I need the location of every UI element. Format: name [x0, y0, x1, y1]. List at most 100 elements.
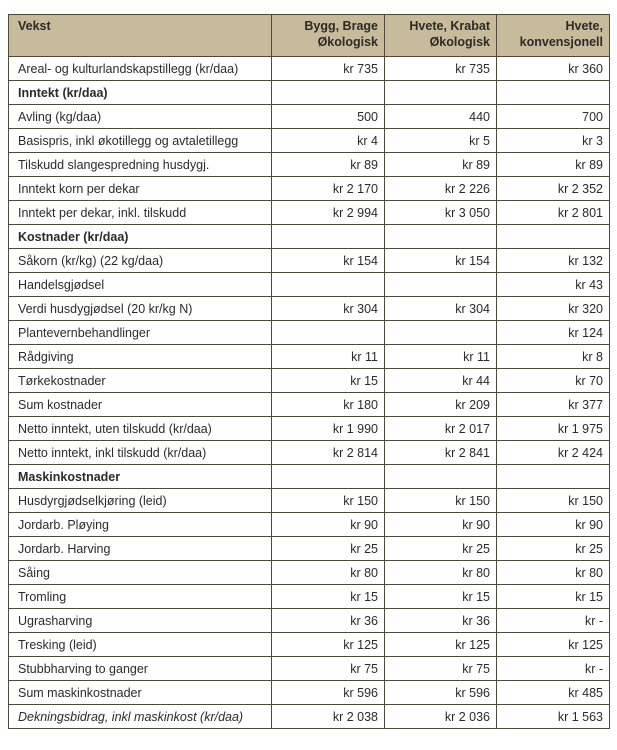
cell-value: kr 2 814 [271, 440, 385, 465]
table-row: Såkorn (kr/kg) (22 kg/daa) kr 154 kr 154 kr… [8, 248, 610, 273]
cell-value [496, 464, 610, 489]
table-row: Stubbharving to ganger kr 75 kr 75 kr - [8, 656, 610, 681]
cell-value: kr 2 994 [271, 200, 385, 225]
cell-value: kr 89 [384, 152, 497, 177]
cell-value: kr 15 [496, 584, 610, 609]
table-row: Verdi husdygjødsel (20 kr/kg N) kr 304 kr … [8, 296, 610, 321]
table-header-row: Vekst Bygg, Brage Økologisk Hvete, Kraba… [8, 14, 610, 57]
cell-value: kr 2 841 [384, 440, 497, 465]
cell-value: kr 2 017 [384, 416, 497, 441]
cell-value [384, 80, 497, 105]
table-row: Ugrasharving kr 36 kr 36 kr - [8, 608, 610, 633]
cell-value [496, 224, 610, 249]
row-label: Rådgiving [8, 344, 272, 369]
cell-value: kr 4 [271, 128, 385, 153]
cell-value [384, 320, 497, 345]
header-hvete-krabat: Hvete, Krabat Økologisk [384, 14, 497, 57]
cell-value: kr 15 [271, 368, 385, 393]
table-row: Sum kostnader kr 180 kr 209 kr 377 [8, 392, 610, 417]
header-hvete-konvensjonell: Hvete, konvensjonell [496, 14, 610, 57]
cell-value [271, 464, 385, 489]
cell-value: kr 89 [496, 152, 610, 177]
cell-value: kr 180 [271, 392, 385, 417]
section-header-row: Kostnader (kr/daa) [8, 224, 610, 249]
row-label: Tresking (leid) [8, 632, 272, 657]
row-label: Netto inntekt, uten tilskudd (kr/daa) [8, 416, 272, 441]
table-row: Tromling kr 15 kr 15 kr 15 [8, 584, 610, 609]
cell-value [384, 272, 497, 297]
table-row: Jordarb. Harving kr 25 kr 25 kr 25 [8, 536, 610, 561]
table-row: Tørkekostnader kr 15 kr 44 kr 70 [8, 368, 610, 393]
row-label: Husdyrgjødselkjøring (leid) [8, 488, 272, 513]
cell-value: kr 1 990 [271, 416, 385, 441]
cell-value: kr 90 [496, 512, 610, 537]
cell-value: kr 15 [384, 584, 497, 609]
row-label: Sum maskinkostnader [8, 680, 272, 705]
row-label: Jordarb. Harving [8, 536, 272, 561]
row-label: Verdi husdygjødsel (20 kr/kg N) [8, 296, 272, 321]
table-row: Inntekt korn per dekar kr 2 170 kr 2 226 kr… [8, 176, 610, 201]
cell-value: kr 2 226 [384, 176, 497, 201]
row-label: Inntekt (kr/daa) [8, 80, 272, 105]
cell-value: kr 2 170 [271, 176, 385, 201]
cell-value: kr 360 [496, 56, 610, 81]
row-label: Avling (kg/daa) [8, 104, 272, 129]
row-label: Areal- og kulturlandskapstillegg (kr/daa… [8, 56, 272, 81]
cell-value [384, 224, 497, 249]
cell-value: kr 2 036 [384, 704, 497, 729]
row-label: Tørkekostnader [8, 368, 272, 393]
cell-value: kr 485 [496, 680, 610, 705]
cell-value: kr 150 [384, 488, 497, 513]
cell-value: kr 90 [271, 512, 385, 537]
table-row: Såing kr 80 kr 80 kr 80 [8, 560, 610, 585]
cell-value: kr 596 [271, 680, 385, 705]
table-row: Husdyrgjødselkjøring (leid) kr 150 kr 150 k… [8, 488, 610, 513]
cell-value: kr 124 [496, 320, 610, 345]
cell-value: kr 2 424 [496, 440, 610, 465]
cell-value: kr - [496, 608, 610, 633]
cell-value: kr 150 [271, 488, 385, 513]
cell-value: kr 132 [496, 248, 610, 273]
cell-value: kr 2 352 [496, 176, 610, 201]
cell-value [271, 80, 385, 105]
row-label: Jordarb. Pløying [8, 512, 272, 537]
table-row: Inntekt per dekar, inkl. tilskudd kr 2 99… [8, 200, 610, 225]
cell-value: 700 [496, 104, 610, 129]
cell-value: kr 2 801 [496, 200, 610, 225]
cell-value: kr 11 [271, 344, 385, 369]
cell-value: kr 154 [384, 248, 497, 273]
cell-value: kr 125 [496, 632, 610, 657]
cell-value [384, 464, 497, 489]
table-row: Basispris, inkl økotillegg og avtaletill… [8, 128, 610, 153]
header-vekst: Vekst [8, 14, 272, 57]
cell-value: kr 89 [271, 152, 385, 177]
row-label: Stubbharving to ganger [8, 656, 272, 681]
cell-value: 440 [384, 104, 497, 129]
table-row: Tresking (leid) kr 125 kr 125 kr 125 [8, 632, 610, 657]
cell-value: kr 8 [496, 344, 610, 369]
row-label: Tilskudd slangespredning husdygj. [8, 152, 272, 177]
cell-value: kr 80 [271, 560, 385, 585]
cell-value: kr 304 [384, 296, 497, 321]
header-bygg-brage: Bygg, Brage Økologisk [271, 14, 385, 57]
row-label: Netto inntekt, inkl tilskudd (kr/daa) [8, 440, 272, 465]
table-row: Tilskudd slangespredning husdygj. kr 89 kr… [8, 152, 610, 177]
cell-value: 500 [271, 104, 385, 129]
cell-value: kr 43 [496, 272, 610, 297]
cell-value: kr 150 [496, 488, 610, 513]
cell-value: kr 15 [271, 584, 385, 609]
table-row: Areal- og kulturlandskapstillegg (kr/daa… [8, 56, 610, 81]
row-label: Såkorn (kr/kg) (22 kg/daa) [8, 248, 272, 273]
cell-value: kr 735 [271, 56, 385, 81]
table-row: Netto inntekt, uten tilskudd (kr/daa) kr … [8, 416, 610, 441]
table-row: Jordarb. Pløying kr 90 kr 90 kr 90 [8, 512, 610, 537]
cell-value: kr 90 [384, 512, 497, 537]
section-header-row: Maskinkostnader [8, 464, 610, 489]
crop-economics-table: Vekst Bygg, Brage Økologisk Hvete, Kraba… [8, 14, 610, 729]
table-row: Netto inntekt, inkl tilskudd (kr/daa) kr … [8, 440, 610, 465]
cell-value: kr 596 [384, 680, 497, 705]
cell-value: kr 25 [271, 536, 385, 561]
table-row: Dekningsbidrag, inkl maskinkost (kr/daa)… [8, 704, 610, 729]
cell-value: kr 1 563 [496, 704, 610, 729]
cell-value: kr 70 [496, 368, 610, 393]
